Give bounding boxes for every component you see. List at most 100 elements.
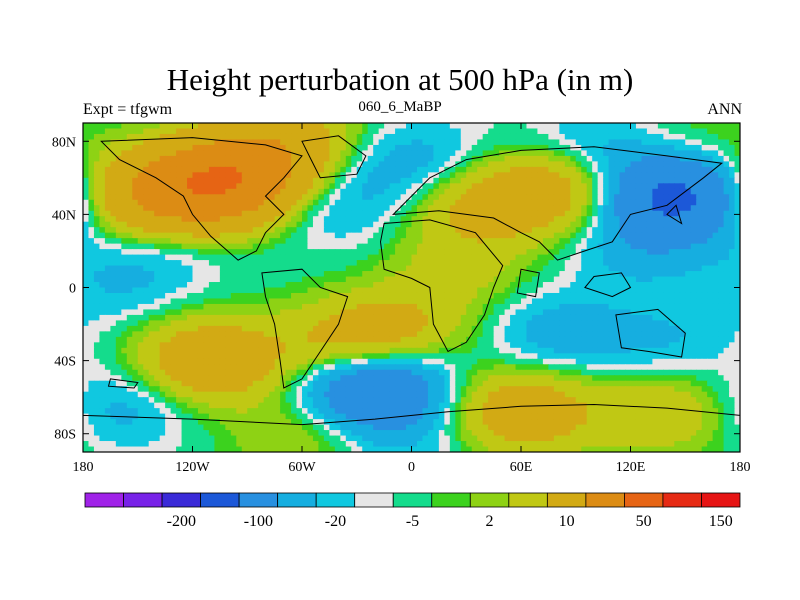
field-cell: [334, 336, 341, 343]
field-cell: [668, 128, 675, 135]
field-cell: [83, 325, 90, 332]
field-cell: [641, 303, 648, 311]
field-cell: [553, 298, 560, 305]
field-cell: [477, 123, 484, 130]
field-cell: [652, 320, 659, 327]
field-cell: [657, 128, 664, 135]
field-cell: [537, 177, 544, 184]
field-cell: [345, 298, 352, 305]
field-cell: [258, 265, 265, 272]
field-cell: [181, 232, 188, 239]
field-cell: [378, 150, 385, 157]
field-cell: [614, 232, 621, 239]
field-cell: [679, 172, 686, 179]
field-cell: [323, 282, 330, 289]
field-cell: [88, 123, 95, 130]
field-cell: [504, 282, 511, 289]
field-cell: [192, 232, 199, 239]
field-cell: [88, 188, 95, 195]
field-cell: [187, 249, 194, 256]
field-cell: [165, 144, 172, 152]
field-cell: [367, 298, 374, 305]
field-cell: [148, 210, 155, 217]
field-cell: [241, 303, 248, 311]
field-cell: [247, 331, 254, 338]
field-cell: [707, 325, 714, 332]
field-cell: [438, 194, 445, 201]
field-cell: [373, 243, 380, 250]
field-cell: [181, 342, 188, 349]
field-cell: [334, 331, 341, 338]
field-cell: [83, 216, 90, 223]
field-cell: [137, 276, 144, 283]
field-cell: [170, 325, 177, 332]
field-cell: [438, 325, 445, 332]
field-cell: [334, 128, 341, 135]
field-cell: [121, 133, 128, 141]
field-cell: [679, 271, 686, 278]
field-cell: [499, 194, 506, 201]
field-cell: [137, 227, 144, 234]
field-cell: [608, 183, 615, 190]
field-cell: [712, 155, 719, 162]
field-cell: [345, 292, 352, 300]
field-cell: [367, 282, 374, 289]
field-cell: [269, 342, 276, 349]
field-cell: [608, 205, 615, 212]
field-cell: [285, 325, 292, 332]
field-cell: [718, 238, 725, 245]
field-cell: [143, 133, 150, 141]
field-cell: [93, 205, 101, 212]
field-cell: [668, 123, 675, 130]
field-cell: [334, 271, 341, 278]
field-cell: [608, 155, 615, 162]
field-cell: [625, 205, 632, 212]
field-cell: [367, 123, 374, 130]
field-cell: [225, 123, 232, 130]
field-cell: [521, 303, 528, 311]
field-cell: [663, 177, 670, 184]
field-cell: [641, 336, 648, 343]
field-cell: [592, 243, 599, 250]
field-cell: [395, 172, 402, 179]
field-cell: [559, 325, 566, 332]
field-cell: [126, 260, 133, 267]
field-cell: [718, 177, 725, 184]
field-cell: [690, 336, 697, 343]
field-cell: [477, 347, 484, 354]
field-cell: [526, 155, 533, 162]
field-cell: [208, 260, 215, 267]
field-cell: [241, 249, 248, 256]
field-cell: [570, 172, 577, 179]
field-cell: [252, 183, 259, 190]
field-cell: [132, 265, 139, 272]
field-cell: [504, 194, 511, 201]
field-cell: [526, 276, 533, 283]
field-cell: [252, 265, 259, 272]
field-cell: [345, 303, 352, 311]
field-cell: [614, 336, 621, 343]
field-cell: [159, 276, 166, 283]
field-cell: [291, 210, 298, 217]
field-cell: [318, 216, 325, 223]
field-cell: [170, 188, 177, 195]
field-cell: [701, 199, 708, 206]
field-cell: [614, 155, 621, 162]
field-cell: [197, 292, 205, 300]
field-cell: [208, 243, 215, 250]
field-cell: [373, 254, 380, 261]
field-cell: [482, 128, 489, 135]
field-cell: [406, 298, 413, 305]
field-cell: [351, 260, 358, 267]
field-cell: [548, 188, 555, 195]
field-cell: [291, 254, 298, 261]
field-cell: [531, 243, 539, 250]
field-cell: [148, 320, 155, 327]
field-cell: [521, 254, 528, 261]
field-cell: [285, 238, 292, 245]
field-cell: [400, 139, 407, 146]
field-cell: [575, 271, 582, 278]
field-cell: [362, 249, 369, 256]
field-cell: [723, 128, 730, 135]
field-cell: [625, 243, 632, 250]
